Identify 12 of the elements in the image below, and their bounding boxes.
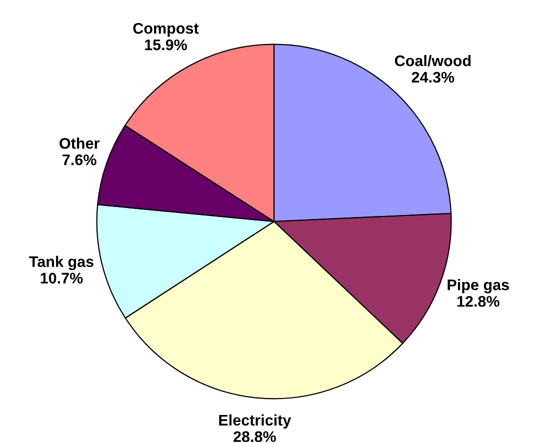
data-label: 15.9% bbox=[145, 39, 187, 50]
slice-label: Electricity bbox=[219, 414, 292, 429]
slice-label: Other bbox=[60, 138, 100, 149]
data-label: 7.6% bbox=[62, 154, 96, 166]
data-label: 10.7% bbox=[40, 272, 83, 284]
slice-label: Compost bbox=[133, 22, 199, 37]
data-label: 12.8% bbox=[457, 296, 500, 307]
slice-label: Pipe gas bbox=[448, 279, 509, 294]
slice-label: Coal/wood bbox=[394, 54, 471, 66]
slice-label: Tank gas bbox=[29, 256, 94, 270]
data-label: 28.8% bbox=[234, 431, 276, 442]
data-label: 24.3% bbox=[412, 72, 454, 83]
